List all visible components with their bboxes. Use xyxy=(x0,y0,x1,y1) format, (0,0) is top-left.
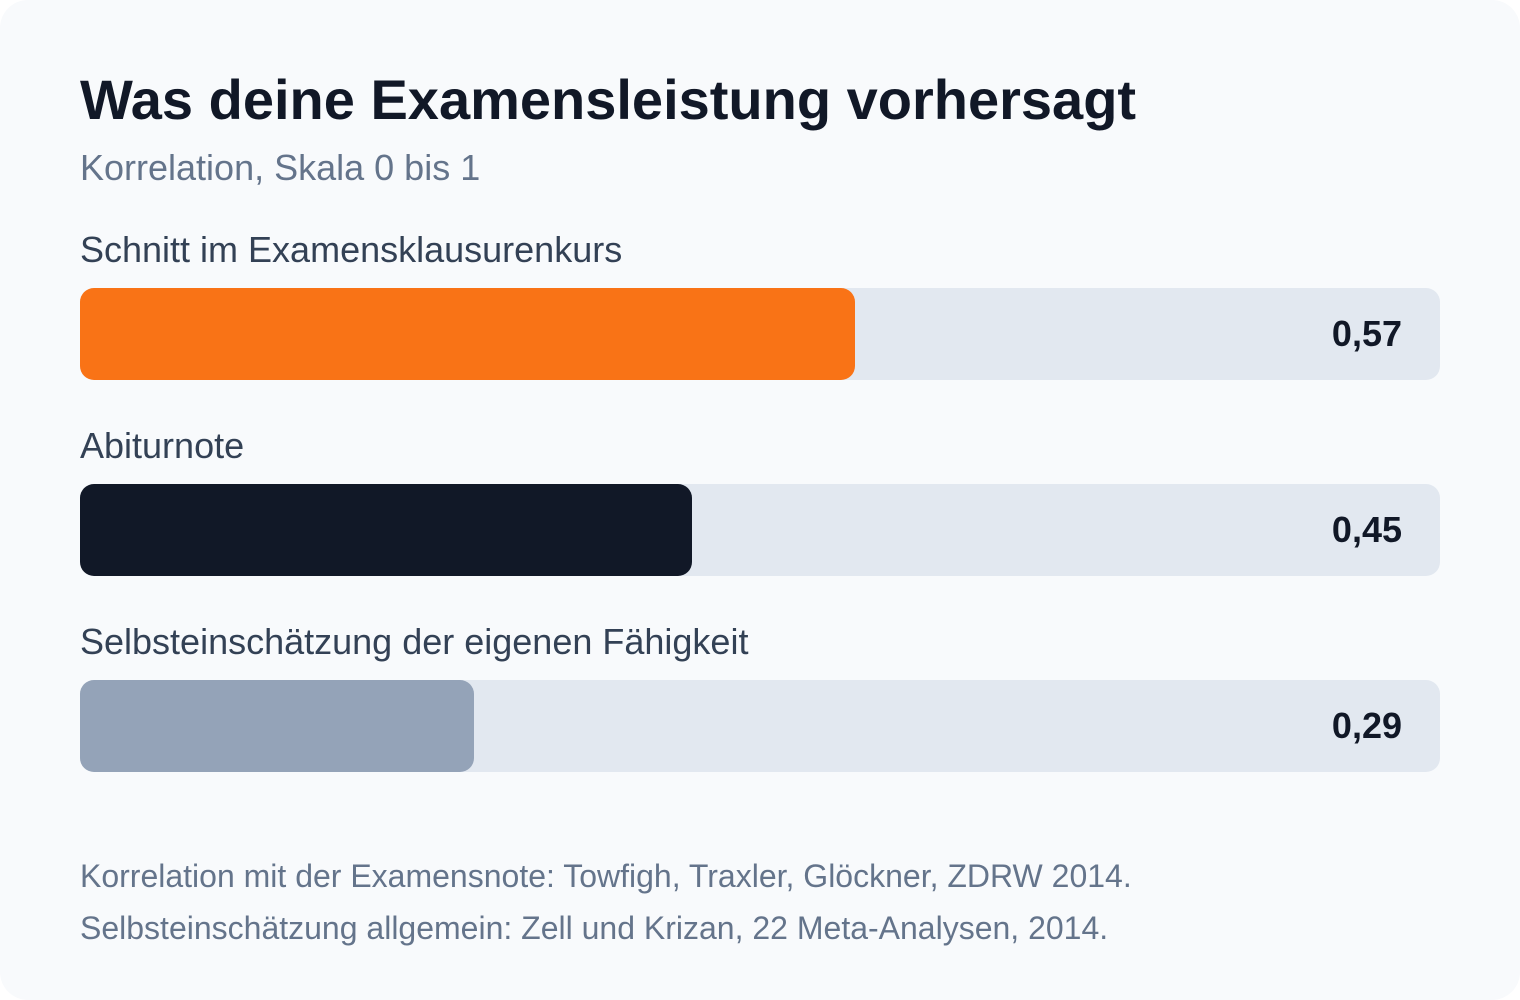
bar xyxy=(80,484,692,576)
bar-track: 0,45 xyxy=(80,484,1440,576)
bar-value-label: 0,45 xyxy=(1331,509,1402,550)
bar xyxy=(80,680,474,772)
bar-track: 0,57 xyxy=(80,288,1440,380)
category-label: Schnitt im Examensklausurenkurs xyxy=(80,229,623,270)
bar-track: 0,29 xyxy=(80,680,1440,772)
bar xyxy=(80,288,855,380)
category-label: Selbsteinschätzung der eigenen Fähigkeit xyxy=(80,621,749,662)
source-note-2: Selbsteinschätzung allgemein: Zell und K… xyxy=(80,910,1109,946)
chart-subtitle: Korrelation, Skala 0 bis 1 xyxy=(80,147,481,188)
bar-value-label: 0,29 xyxy=(1331,705,1402,746)
chart-title: Was deine Examensleistung vorhersagt xyxy=(80,68,1137,131)
category-label: Abiturnote xyxy=(80,425,245,466)
bar-value-label: 0,57 xyxy=(1331,313,1402,354)
source-note-1: Korrelation mit der Examensnote: Towfigh… xyxy=(80,858,1132,894)
